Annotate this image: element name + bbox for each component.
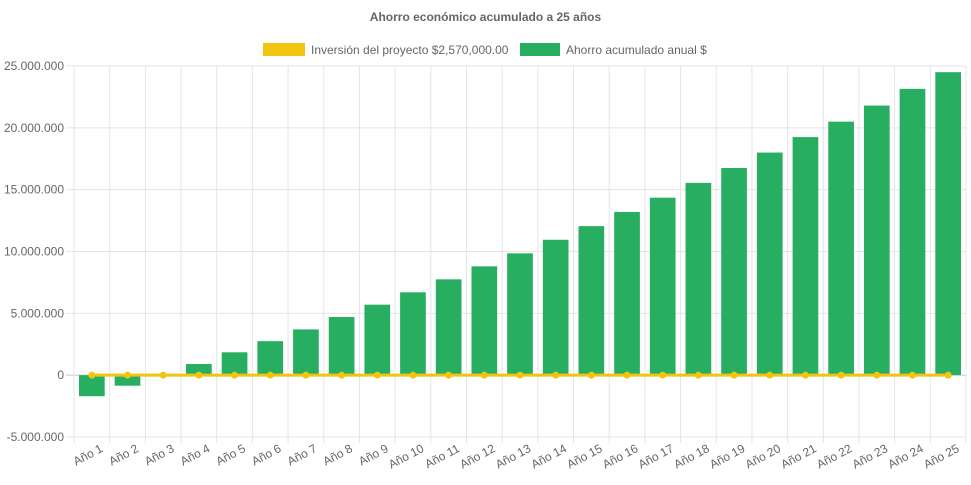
- line-point[interactable]: [480, 371, 488, 379]
- bar[interactable]: [257, 341, 284, 376]
- line-point[interactable]: [552, 371, 560, 379]
- line-point[interactable]: [694, 371, 702, 379]
- x-tick-label: Año 20: [743, 441, 783, 471]
- legend-label-investment[interactable]: Inversión del proyecto $2,570,000.00: [311, 43, 509, 57]
- legend-label-savings[interactable]: Ahorro acumulado anual $: [566, 43, 707, 57]
- y-tick-label: 15.000.000: [4, 183, 64, 197]
- bar[interactable]: [542, 239, 569, 376]
- bar[interactable]: [935, 72, 962, 376]
- line-point[interactable]: [409, 371, 417, 379]
- x-tick-label: Año 16: [600, 441, 640, 471]
- x-tick-label: Año 4: [178, 441, 213, 468]
- x-tick-label: Año 22: [814, 441, 854, 471]
- line-point[interactable]: [231, 371, 239, 379]
- x-tick-label: Año 15: [564, 441, 604, 471]
- x-tick-label: Año 12: [457, 441, 497, 471]
- x-tick-label: Año 19: [707, 441, 747, 471]
- line-point[interactable]: [730, 371, 738, 379]
- line-point[interactable]: [338, 371, 346, 379]
- chart-title: Ahorro económico acumulado a 25 años: [370, 10, 602, 24]
- line-point[interactable]: [88, 371, 96, 379]
- y-axis-ticks: 25.000.000 20.000.000 15.000.000 10.000.000…: [4, 59, 64, 444]
- line-point[interactable]: [195, 371, 203, 379]
- bar[interactable]: [400, 292, 426, 376]
- y-tick-label: -5.000.000: [7, 430, 65, 444]
- x-tick-label: Año 1: [71, 441, 106, 468]
- line-point[interactable]: [766, 371, 774, 379]
- x-tick-label: Año 3: [142, 441, 177, 468]
- x-tick-label: Año 10: [386, 441, 426, 471]
- y-tick-label: 10.000.000: [4, 245, 64, 259]
- legend-swatch-savings[interactable]: [520, 43, 560, 56]
- bar[interactable]: [186, 364, 212, 376]
- x-tick-label: Año 7: [285, 441, 320, 468]
- line-point[interactable]: [302, 371, 310, 379]
- x-tick-label: Año 6: [249, 441, 284, 468]
- bar[interactable]: [649, 197, 676, 376]
- line-point[interactable]: [373, 371, 381, 379]
- line-point[interactable]: [873, 371, 881, 379]
- line-point[interactable]: [587, 371, 595, 379]
- x-gridlines: [73, 66, 967, 443]
- y-tick-label: 0: [57, 368, 64, 382]
- line-point[interactable]: [908, 371, 916, 379]
- bar[interactable]: [293, 329, 319, 376]
- bar[interactable]: [828, 121, 854, 376]
- x-tick-label: Año 21: [779, 441, 819, 471]
- line-point[interactable]: [944, 371, 952, 379]
- line-point[interactable]: [124, 371, 132, 379]
- x-tick-label: Año 23: [850, 441, 890, 471]
- x-tick-label: Año 11: [423, 441, 463, 471]
- line-point[interactable]: [837, 371, 845, 379]
- x-tick-label: Año 17: [636, 441, 676, 471]
- bar[interactable]: [899, 88, 926, 376]
- bars-series: [78, 72, 962, 397]
- bar[interactable]: [364, 304, 391, 376]
- x-tick-label: Año 8: [321, 441, 356, 468]
- x-tick-label: Año 24: [886, 441, 926, 471]
- line-point[interactable]: [445, 371, 453, 379]
- bar[interactable]: [863, 105, 890, 376]
- line-point[interactable]: [801, 371, 809, 379]
- bar[interactable]: [792, 137, 819, 376]
- x-tick-label: Año 18: [671, 441, 711, 471]
- line-point[interactable]: [159, 371, 167, 379]
- bar[interactable]: [721, 168, 747, 376]
- y-tick-label: 20.000.000: [4, 121, 64, 135]
- x-tick-label: Año 14: [529, 441, 569, 471]
- x-axis-ticks: Año 1 Año 2 Año 3 Año 4 Año 5 Año 6 Año 7 Año 8…: [71, 441, 962, 471]
- bar[interactable]: [471, 266, 498, 376]
- x-tick-label: Año 2: [107, 441, 142, 468]
- y-tick-label: 5.000.000: [11, 306, 65, 320]
- bar[interactable]: [114, 375, 141, 386]
- bar[interactable]: [221, 352, 248, 376]
- bar[interactable]: [614, 211, 640, 376]
- line-point[interactable]: [266, 371, 274, 379]
- line-point[interactable]: [659, 371, 667, 379]
- bar[interactable]: [685, 182, 712, 376]
- line-point[interactable]: [623, 371, 631, 379]
- x-tick-label: Año 13: [493, 441, 533, 471]
- x-tick-label: Año 5: [214, 441, 249, 468]
- bar[interactable]: [78, 375, 105, 397]
- bar[interactable]: [507, 253, 533, 376]
- legend: Inversión del proyecto $2,570,000.00 Aho…: [263, 43, 707, 57]
- x-tick-label: Año 9: [356, 441, 391, 468]
- bar[interactable]: [756, 152, 783, 376]
- y-tick-label: 25.000.000: [4, 59, 64, 73]
- bar[interactable]: [578, 226, 605, 376]
- x-tick-label: Año 25: [921, 441, 961, 471]
- bar[interactable]: [435, 279, 462, 376]
- bar[interactable]: [328, 317, 355, 376]
- line-series: [88, 371, 952, 379]
- line-point[interactable]: [516, 371, 524, 379]
- legend-swatch-investment[interactable]: [263, 43, 305, 56]
